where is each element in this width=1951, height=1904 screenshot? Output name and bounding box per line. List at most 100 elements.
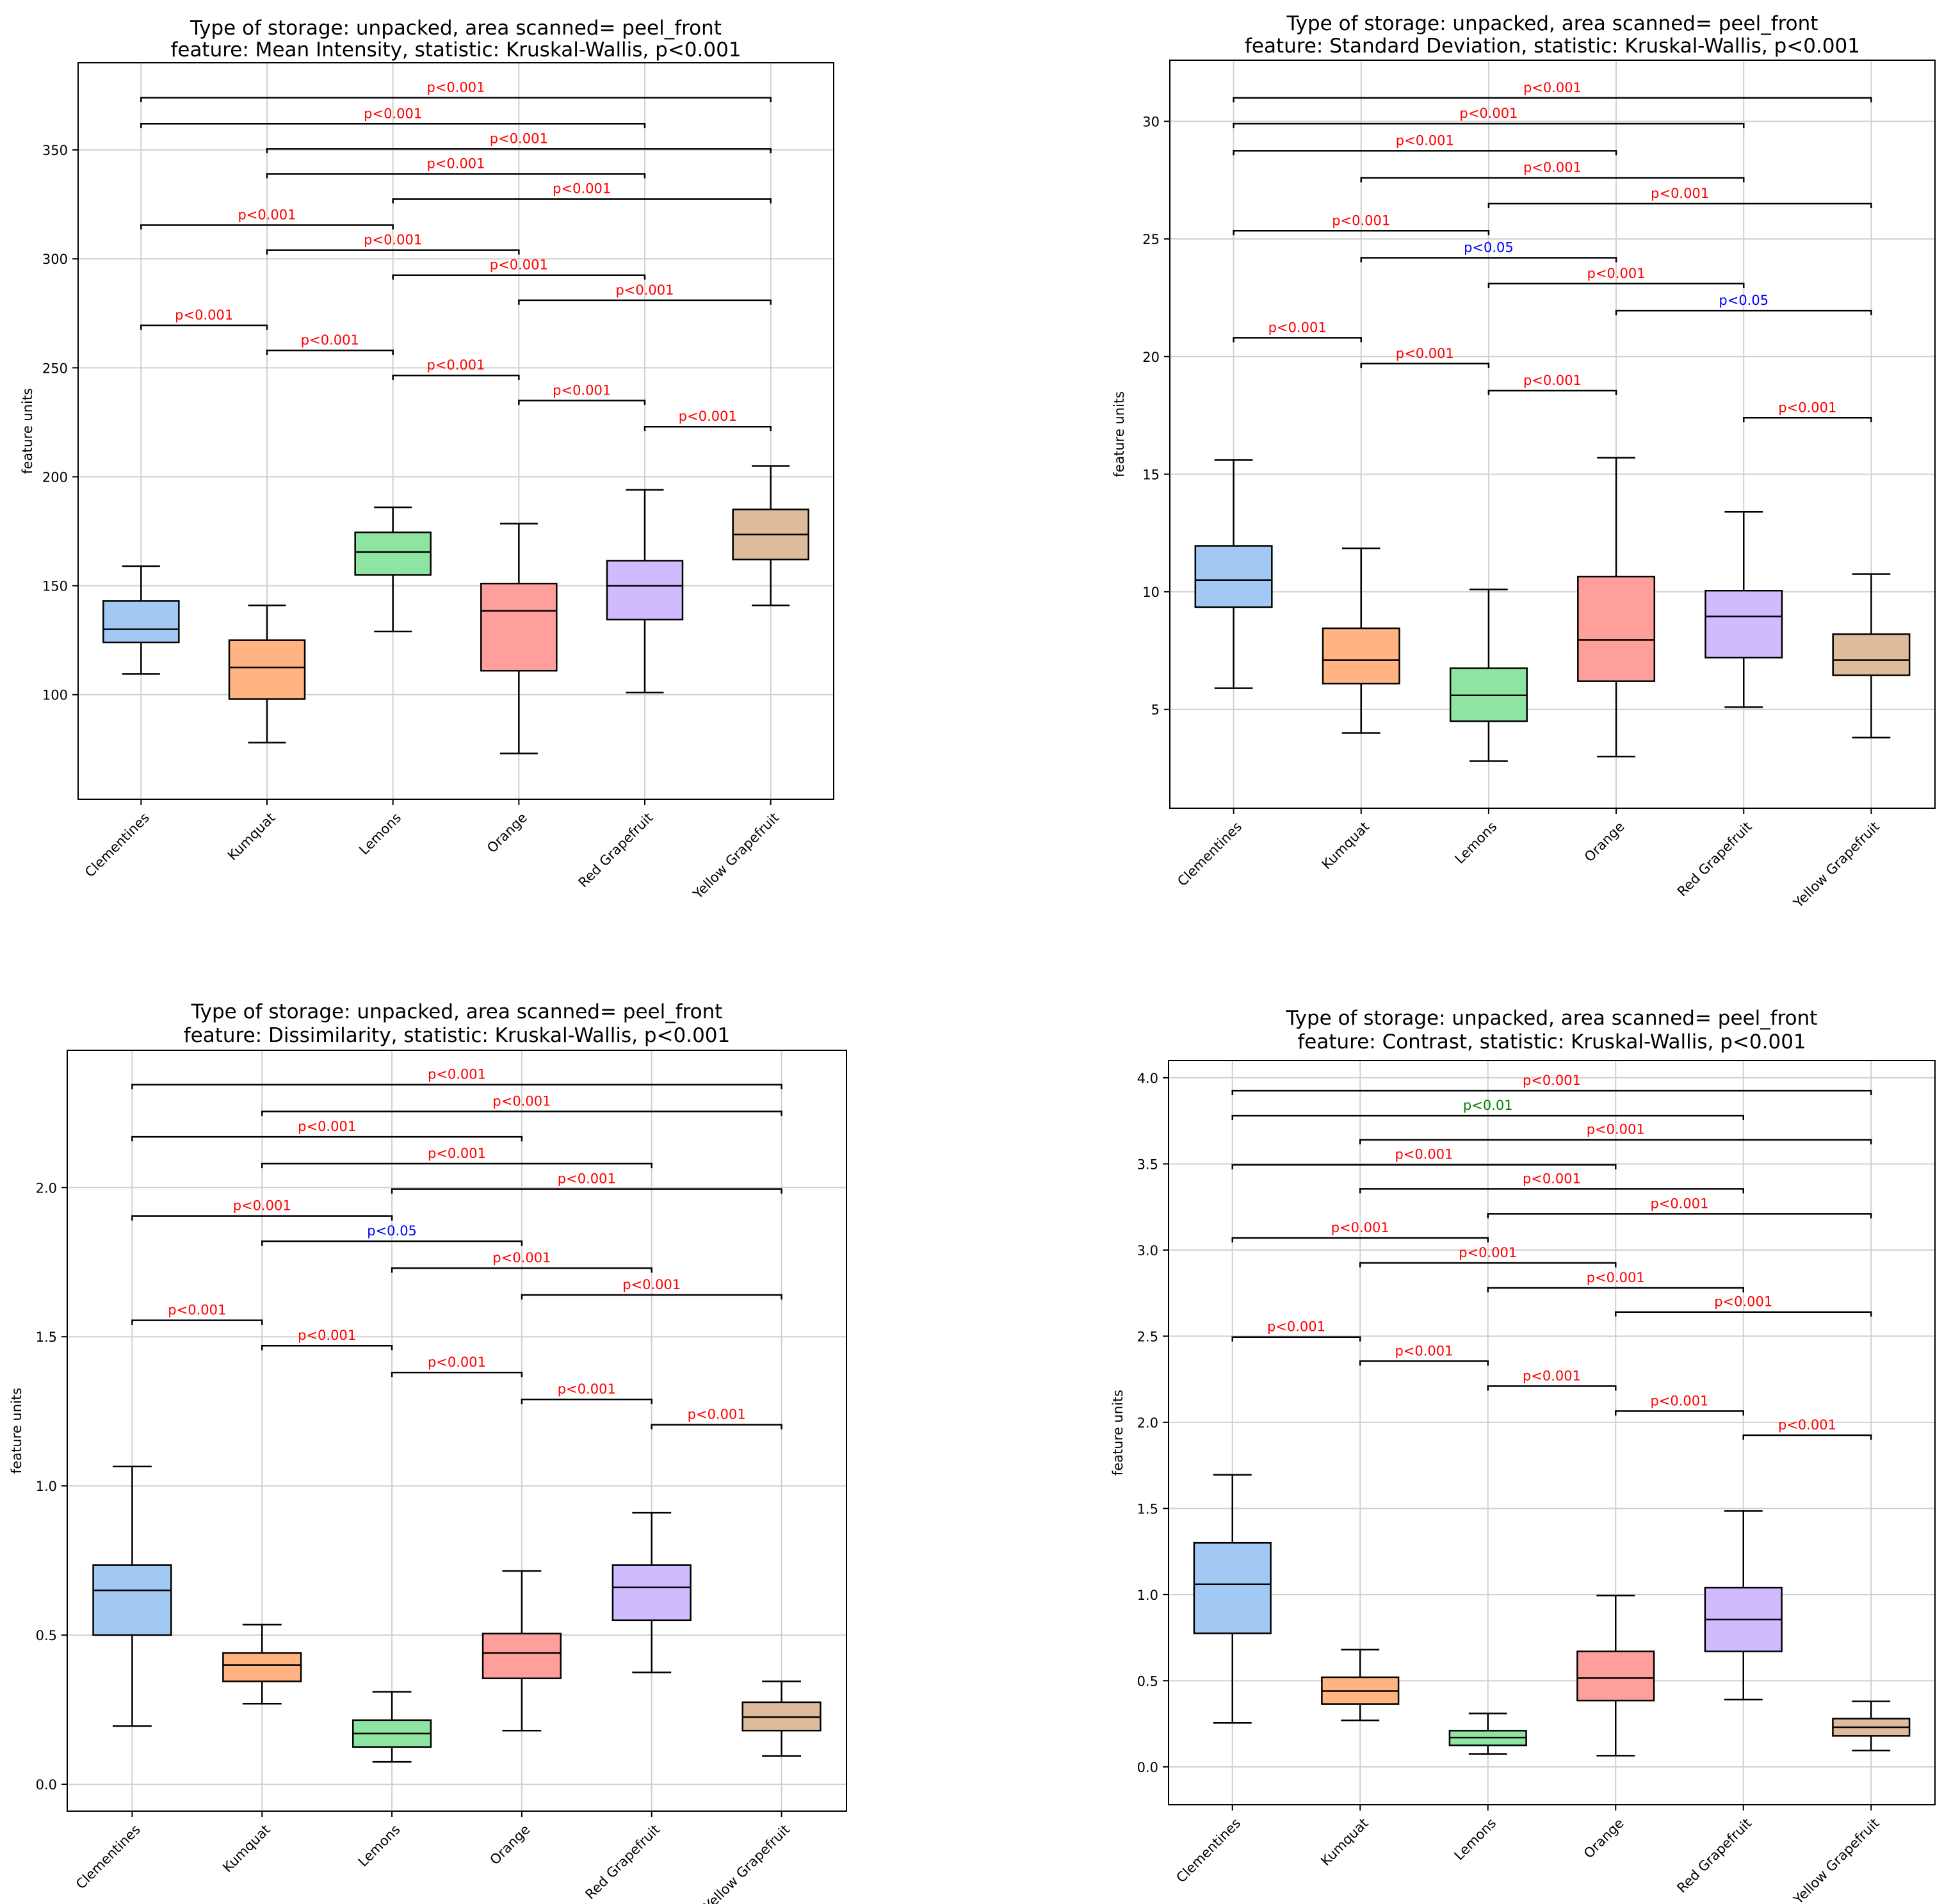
significance-bracket: p<0.001 bbox=[140, 307, 268, 330]
significance-bracket: p<0.001 bbox=[1359, 1343, 1489, 1366]
y-tick-label: 15 bbox=[1142, 467, 1160, 482]
bracket-p-value: p<0.001 bbox=[1778, 1417, 1836, 1433]
bracket-line bbox=[140, 97, 772, 102]
significance-bracket: p<0.001 bbox=[131, 1198, 393, 1221]
bracket-line bbox=[266, 249, 520, 255]
bracket-line bbox=[1231, 1089, 1872, 1096]
bracket-p-value: p<0.001 bbox=[558, 1171, 616, 1187]
y-tick-label: 0.5 bbox=[1137, 1673, 1158, 1689]
bracket-line bbox=[1359, 1262, 1617, 1268]
bracket-p-value: p<0.001 bbox=[553, 181, 611, 197]
y-tick-label: 2.0 bbox=[1137, 1415, 1158, 1431]
bracket-p-value: p<0.01 bbox=[1463, 1098, 1513, 1113]
bracket-p-value: p<0.001 bbox=[1650, 1393, 1708, 1408]
chart-title: Type of storage: unpacked, area scanned=… bbox=[1286, 1007, 1818, 1030]
axes-frame bbox=[77, 62, 834, 800]
bracket-line bbox=[1615, 309, 1872, 316]
y-tick-label: 300 bbox=[42, 252, 68, 267]
chart-panel-1: Type of storage: unpacked, area scanned=… bbox=[20, 17, 834, 902]
bracket-line bbox=[1360, 257, 1617, 263]
y-tick-label: 0.5 bbox=[36, 1628, 57, 1643]
box-lemons bbox=[1448, 1713, 1527, 1755]
significance-bracket: p<0.001 bbox=[1360, 346, 1490, 368]
significance-bracket: p<0.001 bbox=[1742, 1417, 1872, 1440]
bracket-line bbox=[1487, 1385, 1617, 1391]
bracket-p-value: p<0.001 bbox=[1523, 1171, 1581, 1186]
significance-bracket: p<0.001 bbox=[521, 1277, 782, 1300]
significance-bracket: p<0.001 bbox=[1231, 1147, 1617, 1169]
x-tick-label: Yellow Grapefruit bbox=[1790, 1816, 1882, 1904]
box-iqr bbox=[228, 639, 306, 700]
x-tick-label: Orange bbox=[1582, 819, 1628, 865]
significance-bracket: p<0.001 bbox=[1359, 1245, 1617, 1268]
bracket-line bbox=[1231, 1164, 1617, 1169]
significance-bracket: p<0.001 bbox=[1233, 80, 1872, 102]
bracket-p-value: p<0.001 bbox=[688, 1407, 746, 1422]
bracket-p-value: p<0.001 bbox=[1587, 1122, 1645, 1137]
significance-bracket: p<0.001 bbox=[131, 1303, 263, 1325]
bracket-p-value: p<0.001 bbox=[238, 207, 296, 222]
bracket-line bbox=[391, 1371, 523, 1378]
box-red-grapefruit bbox=[611, 1511, 692, 1673]
chart-subtitle: feature: Dissimilarity, statistic: Krusk… bbox=[184, 1024, 731, 1047]
box-iqr bbox=[1832, 633, 1911, 676]
bracket-p-value: p<0.001 bbox=[1396, 133, 1454, 148]
box-iqr bbox=[102, 600, 180, 644]
significance-bracket: p<0.001 bbox=[140, 79, 772, 102]
bracket-line bbox=[1233, 97, 1872, 102]
box-yellow-grapefruit bbox=[732, 465, 809, 606]
x-tick-label: Kumquat bbox=[1318, 1816, 1372, 1869]
bracket-line bbox=[1233, 122, 1745, 129]
box-yellow-grapefruit bbox=[1832, 573, 1911, 739]
significance-bracket: p<0.001 bbox=[392, 181, 772, 204]
significance-bracket: p<0.001 bbox=[1487, 1196, 1872, 1219]
box-iqr bbox=[1322, 627, 1400, 685]
box-iqr bbox=[1193, 1542, 1272, 1634]
bracket-p-value: p<0.001 bbox=[1523, 373, 1582, 388]
bracket-line bbox=[1487, 1287, 1744, 1293]
x-tick-label: Red Grapefruit bbox=[1674, 1816, 1754, 1896]
bracket-line bbox=[1231, 1336, 1361, 1342]
chart-title: Type of storage: unpacked, area scanned=… bbox=[191, 1000, 723, 1023]
significance-bracket: p<0.001 bbox=[266, 131, 772, 154]
significance-bracket: p<0.001 bbox=[261, 1094, 782, 1116]
bracket-p-value: p<0.001 bbox=[301, 332, 359, 348]
bracket-p-value: p<0.001 bbox=[1332, 213, 1390, 228]
chart-subtitle: feature: Contrast, statistic: Kruskal-Wa… bbox=[1297, 1030, 1806, 1054]
chart-subtitle: feature: Standard Deviation, statistic: … bbox=[1245, 35, 1860, 58]
bracket-p-value: p<0.001 bbox=[168, 1303, 226, 1318]
chart-panel-2: Type of storage: unpacked, area scanned=… bbox=[1112, 12, 1936, 911]
significance-bracket: p<0.001 bbox=[131, 1067, 782, 1089]
bracket-line bbox=[261, 1111, 782, 1116]
bracket-line bbox=[644, 425, 772, 432]
box-clementines bbox=[1193, 1474, 1272, 1724]
significance-bracket: p<0.001 bbox=[261, 1328, 393, 1351]
y-tick-label: 1.0 bbox=[1137, 1588, 1158, 1603]
y-tick-label: 0.0 bbox=[1137, 1760, 1158, 1775]
x-tick-label: Clementines bbox=[73, 1822, 143, 1892]
significance-bracket: p<0.001 bbox=[266, 332, 394, 355]
bracket-line bbox=[1233, 150, 1617, 156]
significance-bracket: p<0.001 bbox=[1487, 186, 1872, 209]
bracket-p-value: p<0.001 bbox=[175, 307, 233, 323]
bracket-line bbox=[1360, 362, 1490, 368]
bracket-p-value: p<0.001 bbox=[1778, 400, 1836, 415]
significance-bracket: p<0.001 bbox=[266, 156, 646, 179]
y-tick-label: 2.5 bbox=[1137, 1329, 1158, 1344]
box-iqr bbox=[1194, 545, 1273, 608]
significance-bracket: p<0.001 bbox=[1231, 1073, 1872, 1096]
x-tick-label: Kumquat bbox=[220, 1822, 273, 1876]
bracket-line bbox=[651, 1424, 782, 1429]
x-tick-label: Lemons bbox=[355, 1822, 403, 1870]
bracket-line bbox=[261, 1240, 523, 1246]
box-iqr bbox=[480, 582, 558, 672]
significance-bracket: p<0.001 bbox=[140, 207, 394, 230]
box-iqr bbox=[1704, 590, 1783, 659]
box-iqr bbox=[354, 531, 432, 576]
x-tick-label: Yellow Grapefruit bbox=[1790, 819, 1882, 911]
bracket-p-value: p<0.05 bbox=[1464, 240, 1514, 256]
y-tick-label: 1.0 bbox=[36, 1479, 57, 1494]
bracket-line bbox=[392, 374, 520, 380]
significance-bracket: p<0.05 bbox=[261, 1223, 523, 1246]
